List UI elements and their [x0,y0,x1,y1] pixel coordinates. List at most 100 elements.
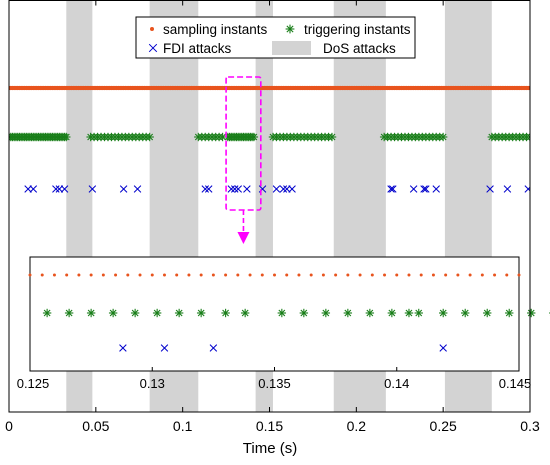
inset-triggering-point [365,308,375,318]
inset-triggering-point [196,308,206,318]
inset-triggering-point [299,308,309,318]
fdi-point [420,185,428,193]
fdi-point [234,185,242,193]
triggering-point [145,132,154,142]
x-tick-label: 0.25 [430,418,457,434]
inset-triggering-series [42,308,550,318]
inset-triggering-point [527,308,536,318]
x-axis-ticks: 0 0.05 0.1 0.15 0.2 0.25 0.3 [5,0,540,434]
inset-sampling-point [236,273,240,277]
inset-sampling-point [114,273,118,277]
inset-sampling-point [175,273,179,277]
fdi-point [231,185,239,193]
inset-fdi-point [119,344,127,352]
inset-tick-label: 0.145 [499,376,532,391]
inset-sampling-point [199,273,203,277]
fdi-point [503,185,512,193]
legend-sampling-marker [150,27,154,31]
fdi-point [524,185,530,193]
inset-sampling-point [309,273,313,277]
sampling-point [527,85,530,91]
inset-triggering-point [86,308,96,318]
fdi-point [486,185,494,193]
inset-tick-label: 0.135 [258,376,291,391]
inset-sampling-point [224,273,228,277]
x-tick-label: 0.2 [347,418,367,434]
inset-sampling-point [444,273,448,277]
inset-sampling-point [370,273,374,277]
inset-fdi-point [439,344,447,352]
inset-triggering-point [404,308,414,318]
zoom-region-box [225,76,262,211]
inset-sampling-point [493,273,497,277]
legend-dos-label: DoS attacks [323,41,396,56]
inset-sampling-point [480,273,484,277]
inset-tick-label: 0.14 [384,376,409,391]
fdi-point [243,185,251,193]
inset-triggering-point [174,308,184,318]
inset-fdi-point [160,344,169,352]
inset-sampling-point [517,273,521,277]
legend-triggering-marker [285,24,295,34]
triggering-point [438,132,448,142]
x-tick-label: 0 [5,418,13,434]
x-tick-label: 0.05 [82,418,109,434]
inset-sampling-point [126,273,130,277]
legend-fdi-marker [148,43,158,53]
fdi-point [201,185,209,193]
triggering-point [525,132,530,142]
inset-sampling-point [505,273,509,277]
inset-sampling-point [334,273,338,277]
fdi-point [29,185,38,193]
inset-sampling-point [407,273,411,277]
fdi-point [279,185,288,193]
inset-sampling-point [28,273,32,277]
inset-sampling-point [431,273,435,277]
fdi-point [52,185,60,193]
inset-triggering-point [108,308,118,318]
inset-sampling-point [65,273,69,277]
fdi-point [60,185,69,193]
inset-triggering-point [343,308,353,318]
inset-sampling-point [138,273,142,277]
zoom-arrow-head [237,232,250,244]
inset-panel: 0.125 0.13 0.135 0.14 0.145 [17,256,550,391]
inset-sampling-point [285,273,289,277]
triggering-point [249,132,259,142]
legend-fdi-label: FDI attacks [163,41,232,56]
inset-sampling-point [383,273,387,277]
inset-sampling-point [456,273,460,277]
inset-sampling-point [468,273,472,277]
inset-tick-label: 0.125 [17,376,50,391]
inset-triggering-point [277,308,287,318]
inset-triggering-point [483,308,492,318]
fdi-point [119,185,128,193]
inset-x-ticks: 0.125 0.13 0.135 0.14 0.145 [17,367,532,391]
fdi-point [387,185,395,193]
legend: sampling instants triggering instants FDI … [135,16,416,59]
inset-sampling-point [260,273,264,277]
fdi-point [227,185,236,193]
inset-sampling-point [419,273,423,277]
inset-sampling-point [89,273,93,277]
triggering-instants-series [9,132,530,142]
triggering-point [327,132,337,142]
inset-sampling-point [52,273,56,277]
fdi-point [133,185,142,193]
zoom-indicator [225,76,262,244]
inset-triggering-point [439,308,448,318]
inset-triggering-point [387,308,397,318]
inset-triggering-point [321,308,331,318]
inset-triggering-point [152,308,162,318]
inset-triggering-point [130,308,140,318]
fdi-point [204,185,213,193]
x-tick-label: 0.3 [520,418,540,434]
inset-sampling-point [77,273,81,277]
inset-triggering-point [414,308,423,318]
inset-sampling-point [162,273,166,277]
fdi-point [422,185,430,193]
inset-fdi-point [209,344,218,352]
inset-triggering-point [42,308,52,318]
x-axis-label: Time (s) [243,440,297,457]
